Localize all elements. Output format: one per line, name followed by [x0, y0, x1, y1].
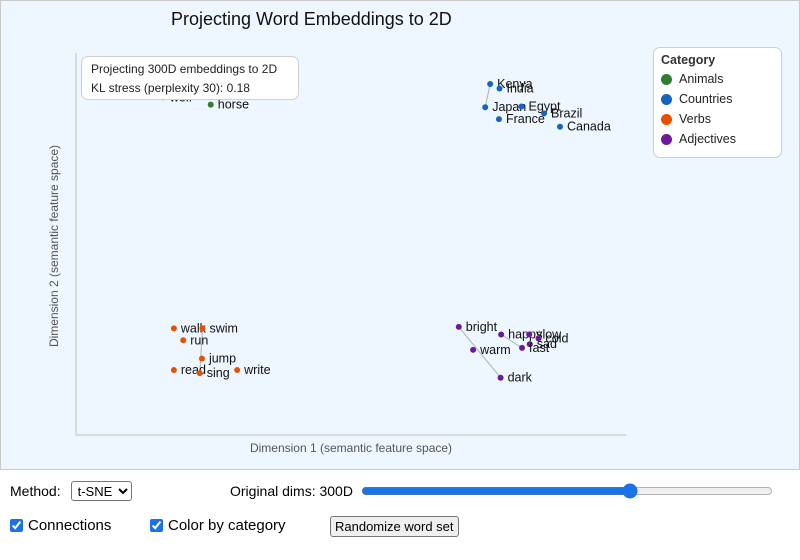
legend-dot-icon [661, 133, 672, 145]
point-cold[interactable] [535, 335, 542, 342]
connection-bright-dark [458, 326, 501, 379]
point-run[interactable] [180, 337, 187, 344]
point-france[interactable] [495, 116, 502, 123]
point-label-dark: dark [508, 371, 533, 385]
randomize-button[interactable]: Randomize word set [330, 516, 459, 537]
point-write[interactable] [234, 367, 241, 374]
point-label-bright: bright [466, 320, 498, 334]
point-egypt[interactable] [518, 103, 525, 110]
point-label-read: read [181, 363, 206, 377]
legend-item-verbs: Verbs [661, 109, 781, 129]
method-control: Method: t-SNE [10, 481, 132, 501]
dims-control: Original dims: 300D [230, 483, 773, 499]
legend-item-animals: Animals [661, 69, 781, 89]
method-label: Method: [10, 483, 61, 499]
connection-swim-sing [199, 328, 203, 374]
point-label-fast: fast [529, 341, 550, 355]
points-layer: lionrabbitcatdogmousewolfhorseKenyaIndia… [146, 65, 611, 385]
y-axis-label: Dimension 2 (semantic feature space) [47, 145, 61, 347]
point-label-horse: horse [218, 98, 249, 112]
point-label-warm: warm [479, 343, 511, 357]
legend-rows: Animals Countries Verbs Adjectives [661, 69, 781, 149]
point-bright[interactable] [455, 323, 462, 330]
point-label-cold: cold [546, 331, 569, 345]
method-select[interactable]: t-SNE [70, 481, 132, 501]
randomize-control: Randomize word set [330, 516, 459, 537]
controls-bar: Method: t-SNE Original dims: 300D Connec… [0, 470, 800, 560]
connections-label[interactable]: Connections [28, 517, 112, 534]
legend-dot-icon [661, 93, 672, 105]
point-happy[interactable] [498, 331, 505, 338]
dims-slider[interactable] [360, 483, 773, 499]
point-label-france: France [506, 112, 545, 126]
point-india[interactable] [496, 85, 503, 92]
point-swim[interactable] [199, 325, 206, 332]
color-by-category-checkbox[interactable] [150, 519, 163, 532]
legend-item-countries: Countries [661, 89, 781, 109]
connections-checkbox[interactable] [10, 519, 23, 532]
legend: Category Animals Countries Verbs Adjectives [653, 47, 782, 158]
info-line-stress: KL stress (perplexity 30): 0.18 [91, 81, 250, 95]
legend-title: Category [661, 53, 716, 67]
point-label-jump: jump [208, 352, 236, 366]
point-label-run: run [190, 333, 208, 347]
point-japan[interactable] [482, 104, 489, 111]
connection-kenya-japan [484, 83, 491, 108]
legend-dot-icon [661, 73, 672, 85]
point-label-sing: sing [207, 366, 230, 380]
info-box: Projecting 300D embeddings to 2D KL stre… [81, 56, 299, 100]
point-slow[interactable] [526, 331, 533, 338]
point-brazil[interactable] [541, 110, 548, 117]
point-label-happy: happy [508, 328, 543, 342]
point-walk[interactable] [170, 325, 177, 332]
point-sad[interactable] [526, 341, 533, 348]
point-label-swim: swim [210, 321, 238, 335]
legend-label: Countries [679, 92, 733, 106]
info-line-dims: Projecting 300D embeddings to 2D [91, 62, 278, 76]
color-by-category-label[interactable]: Color by category [168, 517, 286, 534]
point-label-japan: Japan [492, 100, 526, 114]
point-label-sad: sad [537, 337, 557, 351]
point-label-india: India [507, 82, 534, 96]
point-fast[interactable] [519, 344, 526, 351]
point-warm[interactable] [470, 346, 477, 353]
point-label-slow: slow [536, 328, 562, 342]
x-axis-label: Dimension 1 (semantic feature space) [250, 441, 452, 455]
point-read[interactable] [170, 367, 177, 374]
point-label-write: write [243, 363, 270, 377]
dims-label: Original dims: 300D [230, 483, 353, 499]
point-sing[interactable] [196, 370, 203, 377]
point-kenya[interactable] [487, 80, 494, 87]
point-label-brazil: Brazil [551, 106, 582, 120]
plot-area: Projecting Word Embeddings to 2D Dimensi… [0, 0, 800, 470]
legend-item-adjectives: Adjectives [661, 129, 781, 149]
connection-happy-fast [500, 334, 523, 349]
point-label-canada: Canada [567, 120, 611, 134]
point-canada[interactable] [557, 123, 563, 130]
point-horse[interactable] [207, 101, 214, 108]
color-control: Color by category [150, 517, 286, 534]
point-jump[interactable] [198, 355, 205, 362]
legend-label: Verbs [679, 112, 711, 126]
connections-control: Connections [10, 517, 111, 534]
point-label-kenya: Kenya [497, 77, 532, 91]
legend-label: Adjectives [679, 132, 736, 146]
legend-dot-icon [661, 113, 672, 125]
chart-title: Projecting Word Embeddings to 2D [171, 9, 452, 29]
point-dark[interactable] [497, 374, 504, 381]
point-label-walk: walk [180, 321, 207, 335]
point-label-egypt: Egypt [529, 99, 561, 113]
legend-label: Animals [679, 72, 724, 86]
